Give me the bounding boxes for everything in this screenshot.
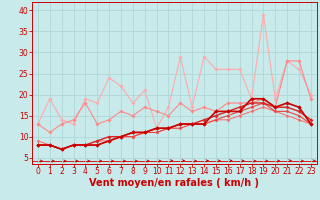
X-axis label: Vent moyen/en rafales ( km/h ): Vent moyen/en rafales ( km/h ) [89, 178, 260, 188]
